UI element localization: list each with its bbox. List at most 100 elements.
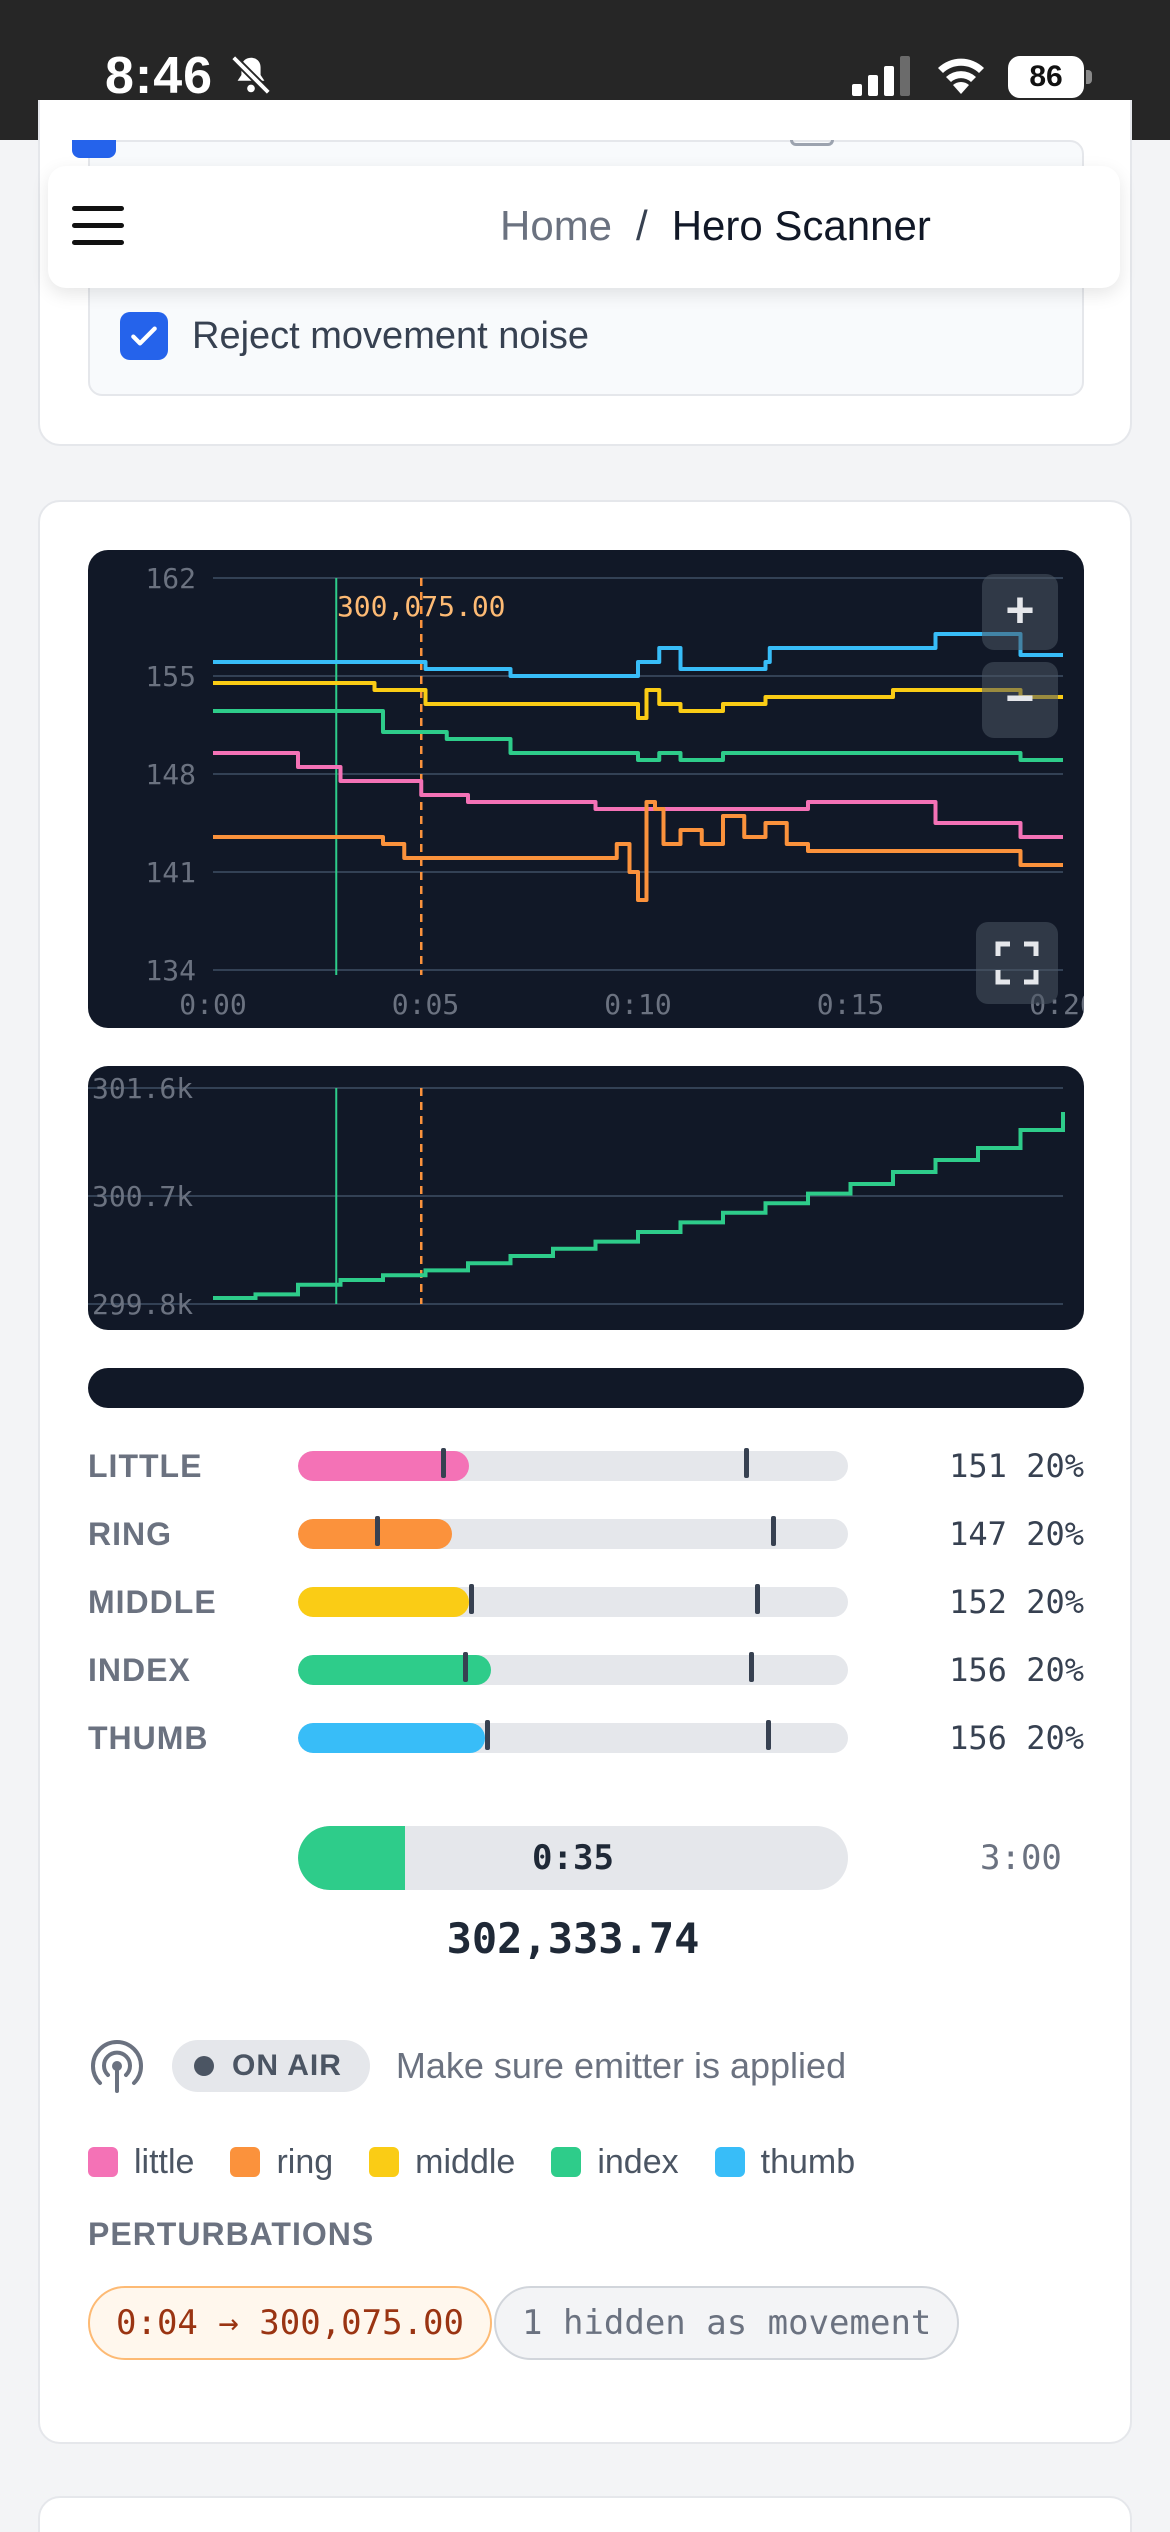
finger-bar (298, 1587, 848, 1617)
zoom-in-button[interactable]: + (982, 574, 1058, 650)
y-tick-label: 134 (145, 954, 196, 987)
x-tick-label: 0:00 (179, 988, 246, 1021)
legend-label: index (597, 2142, 679, 2181)
finger-bar-fill (298, 1451, 469, 1481)
wifi-icon (938, 58, 984, 94)
legend-item-middle: middle (369, 2143, 515, 2182)
finger-name: THUMB (88, 1720, 209, 1756)
session-total: 3:00 (980, 1838, 1062, 1878)
reject-noise-checkbox[interactable] (120, 312, 168, 360)
perturbation-label: 300,075.00 (337, 590, 506, 623)
scanner-card: 1621551481411340:000:050:100:150:20300,0… (38, 500, 1132, 2444)
finger-name: MIDDLE (88, 1584, 217, 1620)
finger-value: 147 20% (949, 1515, 1084, 1553)
session-elapsed: 0:35 (532, 1838, 614, 1878)
finger-row-little: LITTLE 151 20% (88, 1446, 1084, 1486)
onair-dot (194, 2056, 214, 2076)
finger-low-marker (463, 1652, 468, 1682)
y-tick-label: 300.7k (92, 1180, 193, 1213)
battery-level: 86 (1008, 56, 1084, 98)
finger-bar (298, 1451, 848, 1481)
finger-name: RING (88, 1516, 172, 1552)
session-progress: 0:35 (298, 1826, 848, 1890)
check-icon (131, 326, 157, 346)
fullscreen-icon (995, 941, 1039, 985)
y-tick-label: 148 (145, 758, 196, 791)
hidden-movement-chip[interactable]: 1 hidden as movement (494, 2286, 960, 2360)
onair-row: ON AIR Make sure emitter is applied (88, 2030, 846, 2102)
finger-high-marker (754, 1584, 760, 1614)
finger-row-index: INDEX 156 20% (88, 1650, 1084, 1690)
bell-muted-icon (231, 55, 271, 95)
finger-high-marker (743, 1448, 749, 1478)
finger-low-marker (375, 1516, 380, 1546)
breadcrumb-home[interactable]: Home (500, 202, 613, 249)
perturbation-chips: 0:04 → 300,075.00 1 hidden as movement (88, 2286, 960, 2360)
finger-value: 151 20% (949, 1447, 1084, 1485)
finger-high-marker (765, 1720, 771, 1750)
y-tick-label: 141 (145, 856, 196, 889)
breadcrumb: Home / Hero Scanner (500, 202, 931, 250)
finger-row-middle: MIDDLE 152 20% (88, 1582, 1084, 1622)
series-line-thumb (213, 632, 1063, 678)
reject-noise-row[interactable]: Reject movement noise (120, 310, 589, 362)
finger-name: INDEX (88, 1652, 191, 1688)
finger-value: 156 20% (949, 1719, 1084, 1757)
total-value-plot: 301.6k 300.7k 299.8k (88, 1072, 1065, 1321)
series-line-little (213, 751, 1063, 839)
total-value-chart[interactable]: 301.6k 300.7k 299.8k (88, 1066, 1084, 1330)
legend-swatch (230, 2147, 261, 2177)
y-tick-label: 155 (145, 660, 196, 693)
total-series-line (213, 1112, 1065, 1300)
finger-high-marker (749, 1652, 754, 1682)
broadcast-icon (91, 2040, 143, 2093)
finger-bar (298, 1519, 848, 1549)
timeline-scrubber[interactable] (88, 1368, 1084, 1408)
legend-label: thumb (760, 2142, 856, 2181)
finger-value: 156 20% (949, 1651, 1084, 1689)
perturbation-chip[interactable]: 0:04 → 300,075.00 (88, 2286, 492, 2360)
x-tick-label: 0:05 (392, 988, 459, 1021)
finger-high-marker (771, 1516, 776, 1546)
legend-swatch (369, 2147, 400, 2177)
legend-label: little (134, 2142, 195, 2181)
zoom-out-button[interactable]: − (982, 662, 1058, 738)
next-card (38, 2496, 1132, 2532)
y-tick-label: 301.6k (92, 1072, 193, 1105)
finger-name: LITTLE (88, 1448, 203, 1484)
legend-swatch (88, 2147, 118, 2177)
finger-bar-fill (298, 1655, 491, 1685)
finger-bar (298, 1655, 848, 1685)
series-line-index (213, 709, 1063, 762)
onair-message: Make sure emitter is applied (395, 2045, 847, 2086)
y-tick-label: 299.8k (92, 1288, 193, 1321)
series-legend: little ring middle index thumb (88, 2142, 891, 2182)
reject-noise-label: Reject movement noise (192, 314, 590, 357)
status-time: 8:46 (105, 47, 214, 105)
onair-badge-label: ON AIR (232, 2049, 342, 2082)
breadcrumb-current: Hero Scanner (671, 202, 931, 249)
perturbations-title: PERTURBATIONS (88, 2216, 375, 2252)
onair-badge: ON AIR (172, 2040, 370, 2092)
battery-icon: 86 (1008, 56, 1092, 98)
finger-low-marker (485, 1720, 490, 1750)
finger-row-thumb: THUMB 156 20% (88, 1718, 1084, 1758)
finger-value: 152 20% (949, 1583, 1084, 1621)
checkbox-partial[interactable] (72, 140, 116, 158)
cellular-signal-icon (852, 56, 910, 96)
finger-bar-fill (298, 1723, 485, 1753)
legend-swatch (551, 2147, 582, 2177)
series-line-middle (213, 681, 1063, 720)
fullscreen-button[interactable] (976, 922, 1058, 1004)
legend-item-little: little (88, 2143, 194, 2182)
checkbox-partial-unchecked[interactable] (790, 140, 834, 146)
finger-low-marker (441, 1448, 446, 1478)
legend-label: ring (276, 2142, 334, 2181)
x-tick-label: 0:15 (817, 988, 884, 1021)
menu-icon[interactable] (72, 206, 124, 246)
finger-bar-fill (298, 1587, 469, 1617)
legend-label: middle (415, 2142, 516, 2181)
legend-item-ring: ring (230, 2143, 333, 2182)
finger-bar (298, 1723, 848, 1753)
finger-pressure-chart[interactable]: 1621551481411340:000:050:100:150:20300,0… (88, 550, 1084, 1028)
